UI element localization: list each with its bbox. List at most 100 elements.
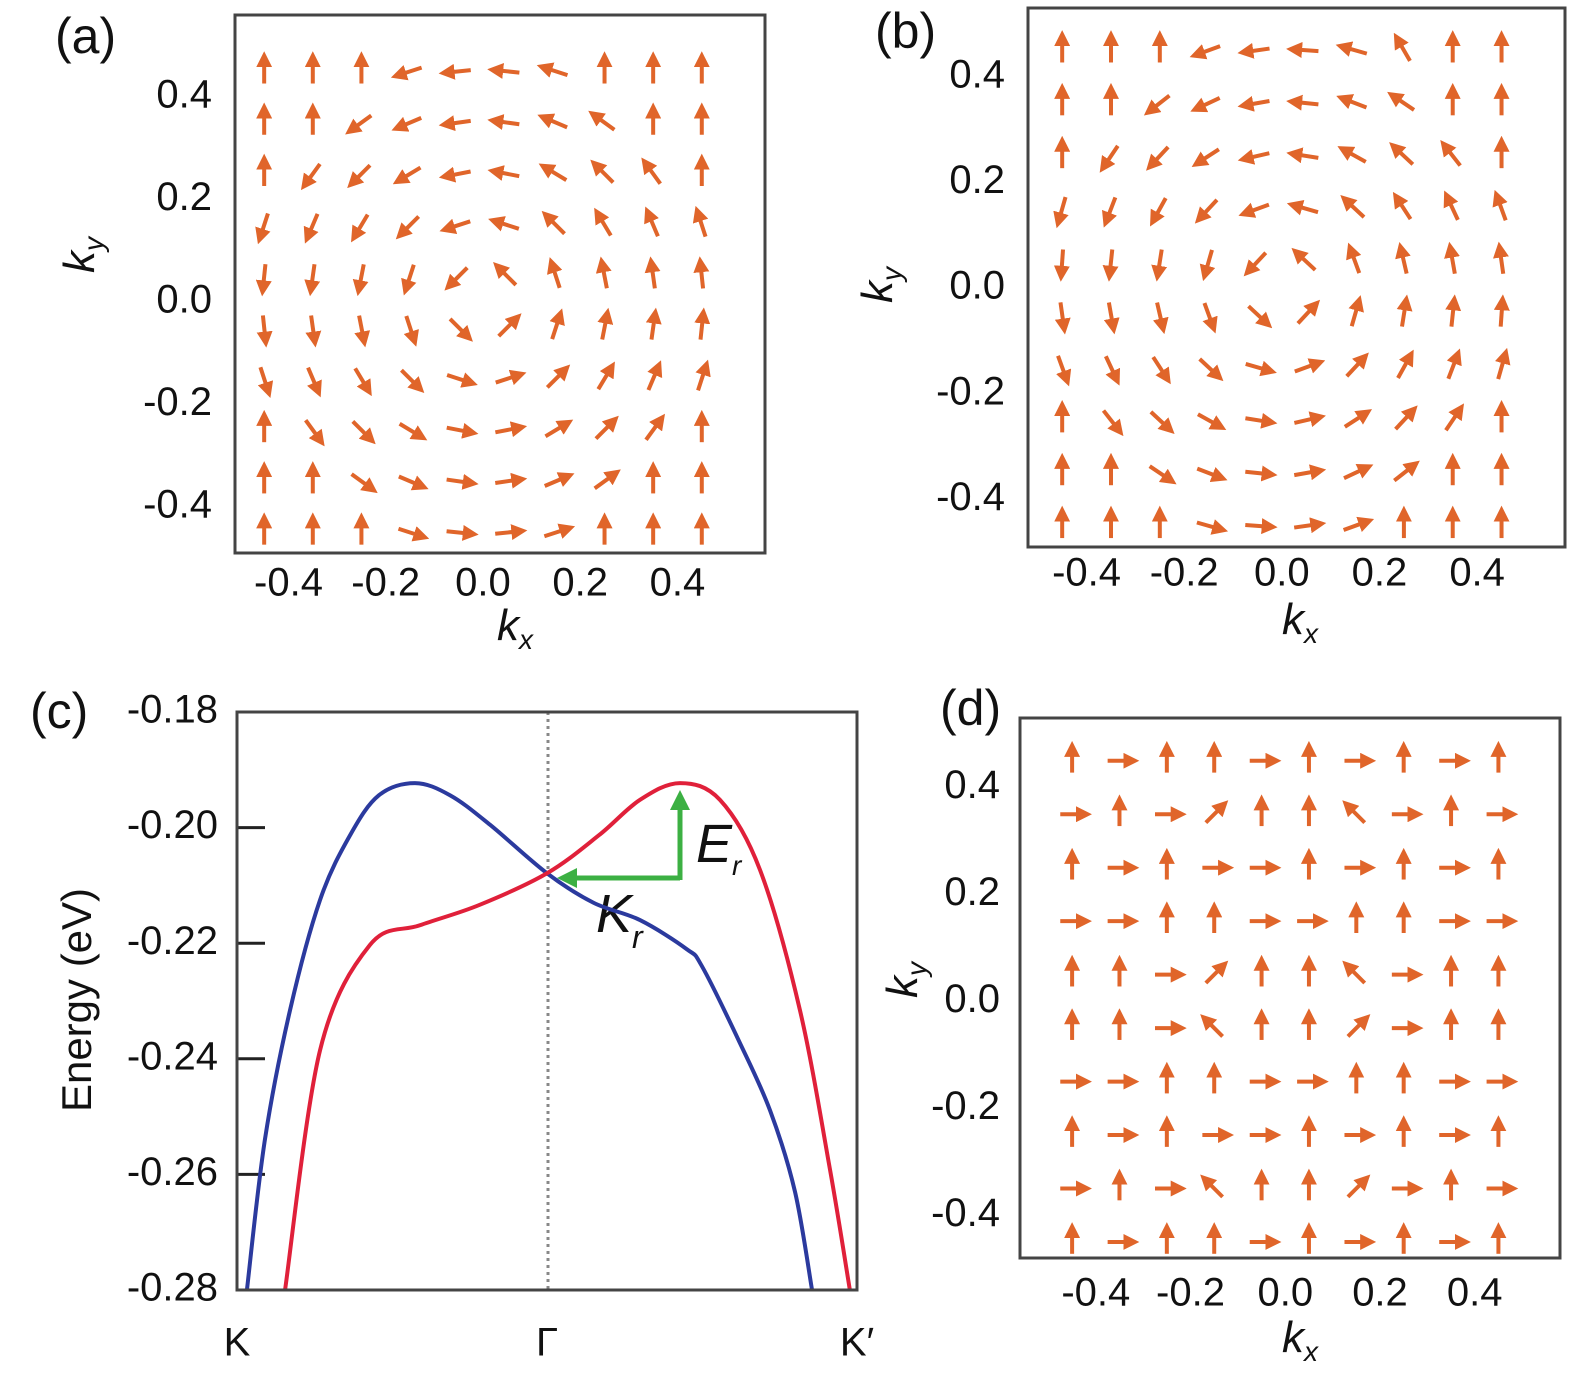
y-tick-label: 0.2	[156, 175, 212, 219]
spin-arrow	[543, 523, 576, 539]
plot-frame	[233, 13, 767, 555]
y-tick-label: -0.22	[127, 919, 218, 963]
spin-arrow	[438, 63, 471, 80]
spin-arrow	[401, 264, 417, 296]
spin-arrow	[351, 420, 376, 445]
x-tick-label: K	[224, 1321, 251, 1365]
spin-arrow	[545, 364, 571, 389]
spin-arrow	[1146, 145, 1170, 171]
spin-arrow	[1291, 247, 1317, 272]
spin-arrow	[1493, 294, 1510, 327]
spin-arrow	[1444, 241, 1460, 275]
spin-arrow	[549, 308, 565, 340]
spin-arrow	[1151, 356, 1171, 385]
spin-arrow	[1245, 412, 1278, 429]
x-tick-label: K′	[840, 1321, 874, 1365]
spin-arrow	[645, 307, 662, 340]
x-tick-label: 0.0	[1254, 551, 1310, 595]
y-axis-label: ky	[878, 960, 933, 998]
spin-arrow	[695, 359, 711, 391]
spin-arrow	[1196, 412, 1227, 430]
spin-arrow	[694, 307, 711, 340]
y-tick-label: 0.2	[944, 870, 1000, 914]
spin-arrow	[644, 256, 661, 289]
spin-arrow	[1495, 347, 1511, 380]
y-axis-label: ky	[853, 265, 908, 303]
spin-arrow	[1346, 1014, 1371, 1038]
x-axis-label-sub: x	[517, 624, 534, 655]
spin-arrow	[1102, 196, 1118, 228]
spin-arrow	[494, 472, 528, 489]
spin-arrow	[1293, 517, 1327, 534]
plot-frame	[235, 710, 859, 1292]
spin-arrow	[1446, 348, 1462, 380]
spin-arrow	[537, 113, 568, 130]
spin-arrow	[1337, 146, 1367, 164]
spin-arrow	[398, 474, 429, 491]
spin-arrow	[1445, 294, 1462, 327]
spin-arrow	[1103, 302, 1120, 335]
spin-arrow	[304, 263, 321, 297]
spin-arrow	[1396, 294, 1413, 327]
x-axis-label-sub: x	[1302, 618, 1319, 649]
spin-arrow	[1393, 32, 1412, 62]
spin-arrow	[1394, 405, 1418, 431]
spin-arrow	[543, 472, 575, 488]
spin-arrow	[1340, 195, 1366, 219]
spin-arrow	[439, 218, 471, 234]
spin-arrow	[1202, 302, 1218, 334]
spin-arrow	[1200, 1014, 1224, 1038]
y-tick-label: -0.28	[127, 1266, 218, 1310]
spin-arrow	[495, 369, 527, 386]
spin-arrow	[1389, 142, 1415, 166]
spin-arrow	[1343, 409, 1373, 429]
spin-arrow	[398, 422, 428, 441]
x-tick-label: 0.0	[455, 561, 511, 605]
band-line	[283, 781, 852, 1291]
spin-arrow	[1247, 304, 1273, 329]
y-tick-label: 0.4	[949, 52, 1005, 96]
spin-arrow	[1099, 144, 1120, 173]
spin-arrow	[1056, 355, 1072, 387]
y-tick-label: -0.24	[127, 1034, 218, 1078]
spin-arrow	[1194, 198, 1219, 224]
spin-arrow	[1348, 295, 1364, 327]
spin-arrow	[255, 264, 272, 297]
spin-arrow	[594, 415, 619, 441]
spin-arrow	[347, 163, 372, 189]
spin-arrow	[446, 372, 478, 388]
panel-label: (d)	[940, 680, 1001, 736]
band-line	[244, 781, 815, 1291]
spin-arrow	[305, 315, 322, 348]
spin-arrow	[1143, 94, 1171, 116]
spin-arrow	[400, 368, 425, 394]
spin-arrow	[1296, 299, 1321, 325]
y-axis-label-main: k	[853, 279, 902, 303]
y-tick-label: -0.4	[931, 1191, 1000, 1235]
y-tick-label: -0.2	[936, 369, 1005, 413]
spin-arrow	[1346, 1174, 1371, 1199]
y-axis-label-main: k	[55, 249, 104, 273]
x-axis-label-main: k	[1282, 1313, 1306, 1362]
kr-label: Kr	[596, 884, 644, 955]
spin-arrow	[1238, 202, 1270, 218]
spin-arrow	[1237, 149, 1270, 165]
spin-arrow	[538, 163, 568, 182]
spin-arrow	[1245, 518, 1278, 535]
x-tick-label: Γ	[536, 1321, 558, 1365]
spin-arrow	[487, 62, 520, 79]
spin-arrow	[304, 419, 325, 447]
spin-arrow	[1286, 199, 1319, 216]
x-axis-label-main: k	[1282, 595, 1306, 644]
spin-arrow	[256, 315, 273, 348]
spin-arrow	[390, 65, 423, 81]
x-tick-label: -0.4	[1061, 1271, 1130, 1315]
spin-arrow	[1191, 147, 1220, 167]
spin-arrow	[1493, 241, 1509, 275]
spin-arrow	[1335, 41, 1368, 57]
y-tick-label: -0.2	[143, 380, 212, 424]
spin-arrow	[1148, 464, 1177, 485]
x-tick-label: 0.4	[1449, 551, 1505, 595]
y-tick-label: 0.4	[944, 763, 1000, 807]
